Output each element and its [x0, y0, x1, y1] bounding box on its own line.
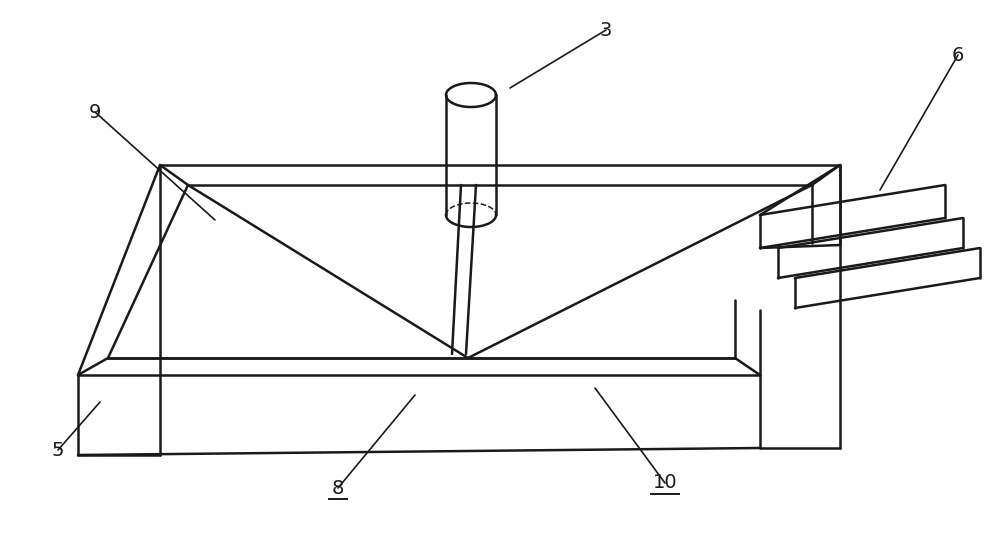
- Text: 9: 9: [89, 103, 101, 121]
- Text: 6: 6: [952, 45, 964, 65]
- Text: 10: 10: [653, 473, 677, 493]
- Text: 8: 8: [332, 478, 344, 498]
- Text: 5: 5: [52, 440, 64, 460]
- Text: 3: 3: [600, 20, 612, 40]
